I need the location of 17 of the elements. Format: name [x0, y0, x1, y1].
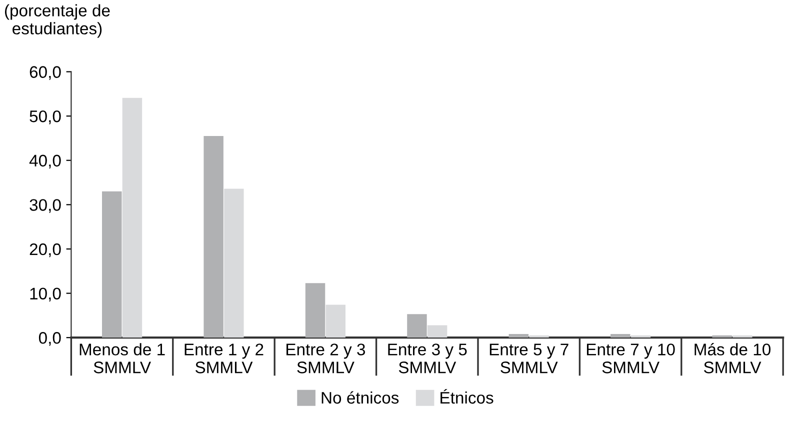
x-tick-label: Entre 1 y 2 SMMLV — [184, 344, 264, 374]
x-tick-label: Menos de 1 SMMLV — [80, 343, 165, 374]
x-tick-label: Más de 10 SMMLV — [694, 342, 771, 374]
x-tick-label: Entre 2 y 3 SMMLV — [286, 344, 366, 374]
legend-label: Étnicos — [440, 389, 494, 404]
y-tick-label: 20,0 — [30, 243, 61, 258]
x-tick-label: Entre 3 y 5 SMMLV — [388, 344, 467, 374]
y-tick-label: 40,0 — [29, 154, 61, 169]
legend-label: No étnicos — [322, 391, 399, 404]
y-axis-title: (porcentaje de estudiantes) — [4, 4, 110, 38]
y-tick-label: 10,0 — [30, 288, 61, 302]
x-tick-label: Entre 5 y 7 SMMLV — [490, 344, 568, 374]
y-tick-label: 60,0 — [30, 66, 61, 80]
x-tick-label: Entre 7 y 10 SMMLV — [586, 344, 675, 374]
y-tick-label: 50,0 — [30, 110, 61, 124]
y-tick-label: 0,0 — [38, 332, 61, 346]
y-tick-label: 30,0 — [30, 199, 61, 213]
